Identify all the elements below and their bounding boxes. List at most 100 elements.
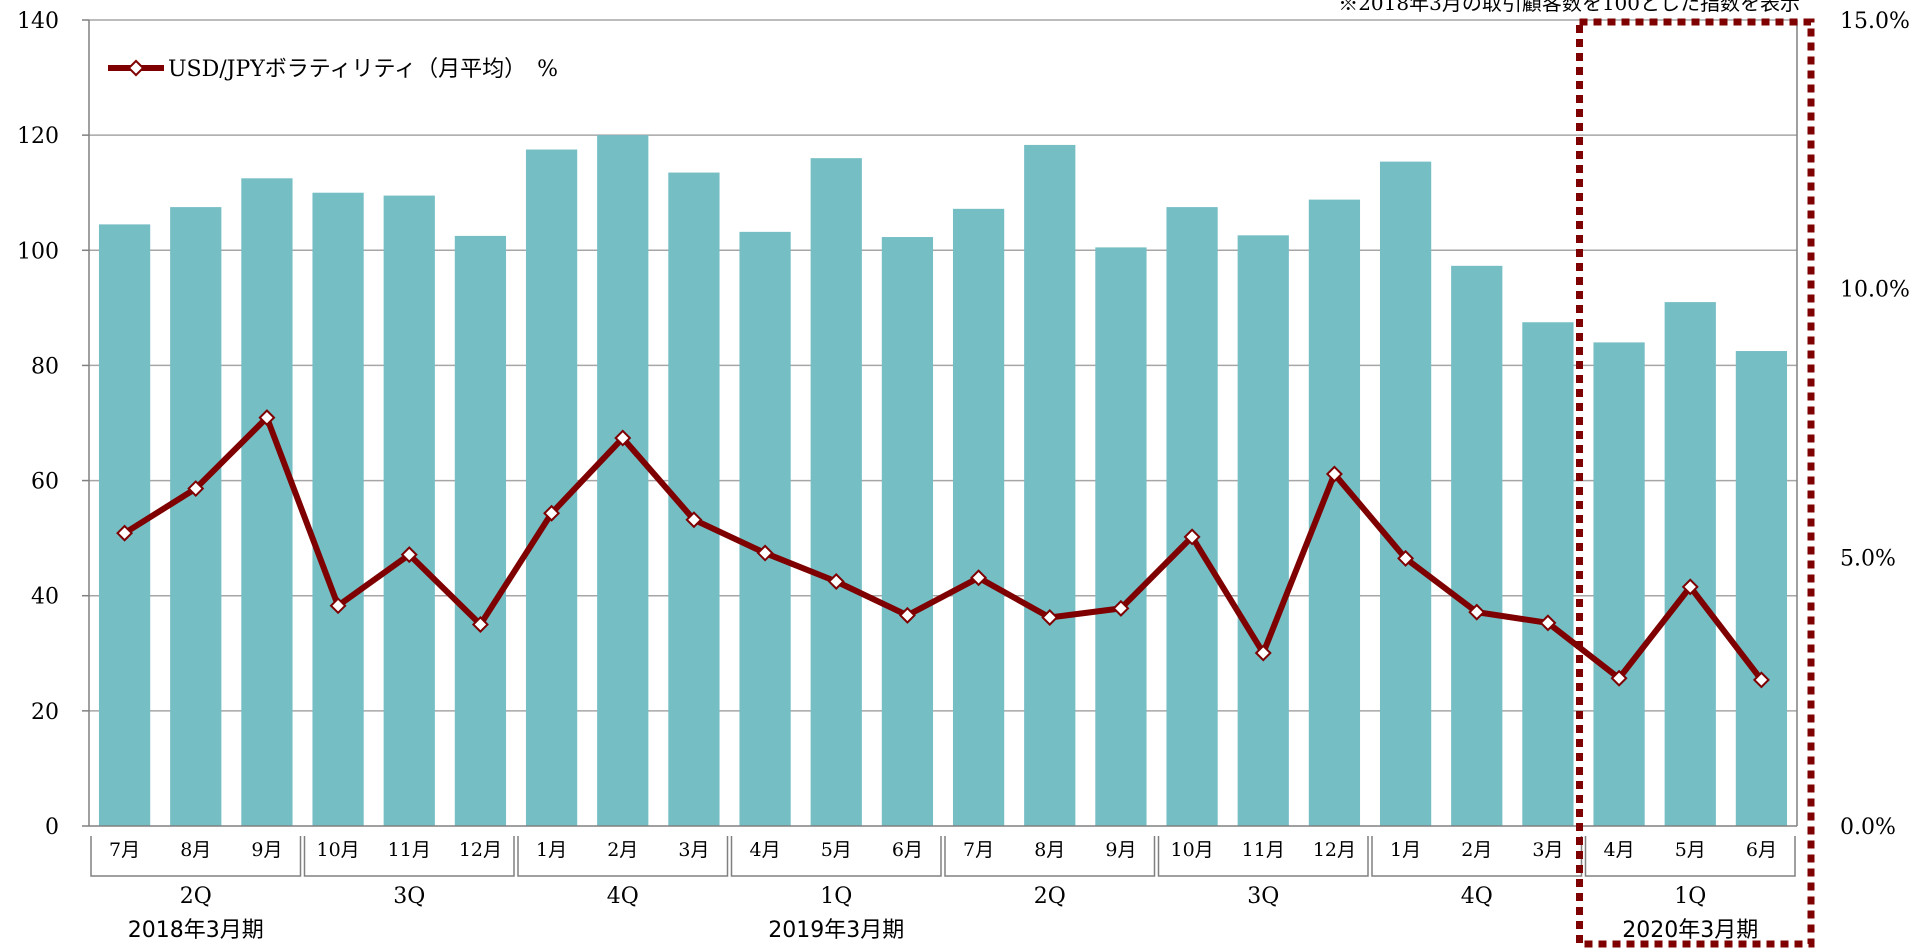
- axes: 0 20 40 60 80 100 120 140 0.0% 5.0% 10.0% 15.0%: [17, 9, 1910, 840]
- category-label: 3月: [678, 839, 709, 861]
- chart-note: ※2018年3月の取引顧客数を100とした指数を表示: [1338, 0, 1800, 15]
- legend-marker: [127, 59, 145, 77]
- bar: [739, 231, 791, 826]
- bar: [1166, 207, 1218, 826]
- bar: [1095, 247, 1147, 826]
- bar: [1024, 144, 1076, 826]
- category-label: 6月: [892, 839, 923, 861]
- bar: [597, 135, 649, 827]
- category-label: 1月: [1390, 839, 1421, 861]
- category-label: 9月: [251, 839, 282, 861]
- bar-series: [98, 135, 1788, 827]
- category-label: 9月: [1105, 839, 1136, 861]
- category-label: 3月: [1532, 839, 1563, 861]
- line-point: [1397, 549, 1415, 567]
- right-axis-tick-label: 0.0%: [1840, 815, 1896, 840]
- bar: [1664, 302, 1716, 827]
- category-label: 6月: [1746, 839, 1777, 861]
- line-point: [827, 573, 845, 590]
- line-point: [1752, 671, 1770, 689]
- category-label: 5月: [1675, 839, 1706, 861]
- bar: [454, 235, 507, 827]
- right-axis-tick-label: 15.0%: [1840, 9, 1910, 34]
- left-axis-tick-label: 80: [31, 354, 59, 379]
- line-point: [1325, 465, 1343, 483]
- left-axis-tick-label: 20: [31, 700, 59, 725]
- line-point: [471, 616, 489, 633]
- category-label: 5月: [821, 839, 852, 861]
- quarter-bracket: [730, 836, 942, 877]
- category-label: 11月: [388, 839, 431, 861]
- bar: [383, 195, 435, 827]
- quarter-label: 4Q: [607, 884, 639, 909]
- bar: [312, 192, 364, 826]
- category-label: 8月: [180, 839, 211, 861]
- category-label: 11月: [1242, 839, 1285, 861]
- quarter-label: 3Q: [1247, 884, 1279, 909]
- line-point: [400, 546, 418, 564]
- line-point: [1681, 578, 1699, 596]
- fiscal-year-label: 2020年3月期: [1622, 918, 1758, 943]
- bar: [1237, 235, 1289, 826]
- bar: [1593, 342, 1645, 826]
- right-axis-tick-label: 5.0%: [1840, 546, 1896, 571]
- legend-label: USD/JPYボラティリティ（月平均） %: [168, 57, 558, 82]
- quarter-bracket: [90, 836, 302, 877]
- gridlines: [89, 19, 1797, 712]
- line-point: [756, 544, 774, 562]
- left-axis-tick-label: 100: [17, 239, 59, 264]
- quarter-label: 4Q: [1461, 884, 1493, 909]
- quarter-bracket: [1157, 836, 1369, 877]
- line-point: [970, 569, 988, 587]
- category-label: 4月: [750, 839, 781, 861]
- line-point: [258, 409, 276, 427]
- line-point: [898, 606, 916, 624]
- quarter-bracket: [944, 836, 1156, 877]
- left-axis-tick-label: 120: [17, 124, 59, 149]
- line-point: [329, 597, 347, 615]
- line-point: [1468, 603, 1486, 621]
- category-label: 2月: [607, 839, 638, 861]
- left-axis-tick-label: 0: [45, 815, 59, 840]
- fiscal-year-label: 2018年3月期: [128, 918, 264, 943]
- highlight-rect: [1576, 18, 1815, 948]
- left-axis-tick-label: 140: [17, 9, 59, 34]
- category-label: 4月: [1604, 839, 1635, 861]
- line-point: [685, 511, 703, 529]
- category-label: 10月: [316, 839, 359, 861]
- quarter-label: 1Q: [820, 884, 852, 909]
- line-point: [1254, 644, 1272, 662]
- category-label: 10月: [1170, 839, 1213, 861]
- highlight-box: [1576, 18, 1815, 948]
- line-point: [1112, 599, 1130, 617]
- bar: [881, 237, 934, 826]
- left-axis-tick-label: 60: [31, 470, 59, 495]
- line-point: [1041, 609, 1059, 626]
- category-label: 2月: [1461, 839, 1492, 861]
- bar: [241, 178, 293, 827]
- quarter-bracket: [517, 836, 729, 877]
- category-label: 12月: [1313, 839, 1356, 861]
- line-point: [1610, 669, 1628, 687]
- line-point: [116, 524, 134, 542]
- quarter-label: 2Q: [180, 884, 212, 909]
- line-point: [543, 504, 561, 522]
- right-axis-tick-label: 10.0%: [1840, 278, 1910, 303]
- quarter-label: 2Q: [1034, 884, 1066, 909]
- bar: [1522, 322, 1574, 826]
- bar: [1379, 161, 1432, 826]
- bar: [1451, 265, 1503, 827]
- bar: [810, 158, 862, 826]
- category-label: 7月: [963, 839, 994, 861]
- line-point: [1183, 528, 1201, 546]
- bar: [1735, 351, 1788, 826]
- bar: [952, 208, 1005, 826]
- bar: [525, 149, 578, 827]
- fiscal-year-label: 2019年3月期: [768, 918, 904, 943]
- volatility-line: [122, 414, 1764, 682]
- line-point: [1539, 614, 1557, 632]
- x-axis-categories: 7月 8月 9月 10月 11月 12月 1月 2月 3月 4月 5月 6月 7月 8月 9月 10月 11月 1…: [90, 836, 1796, 943]
- category-label: 7月: [109, 839, 140, 861]
- line-point: [187, 480, 205, 498]
